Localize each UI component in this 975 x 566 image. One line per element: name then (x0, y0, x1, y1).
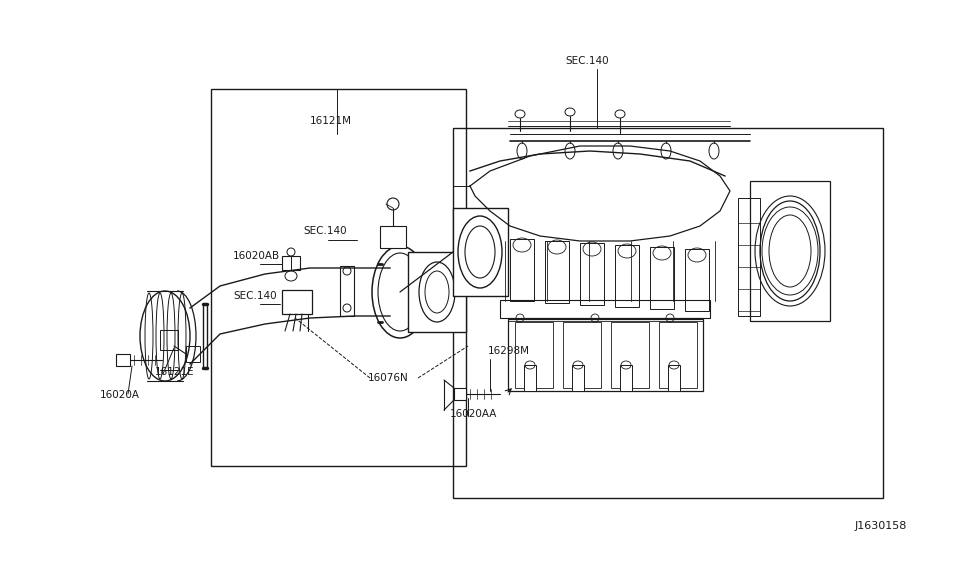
Bar (524, 365, 536, 391)
Bar (545, 241, 569, 303)
Bar (615, 245, 639, 307)
Text: 16020AB: 16020AB (233, 251, 280, 261)
Bar (508, 319, 703, 391)
Text: 16121M: 16121M (310, 116, 352, 126)
Bar (282, 256, 300, 270)
Bar (186, 346, 200, 362)
Bar (408, 252, 466, 332)
Text: 16020A: 16020A (100, 390, 140, 400)
Bar (500, 300, 710, 318)
Bar (340, 266, 354, 316)
Bar (380, 226, 406, 248)
Bar (453, 208, 508, 296)
Text: 16121E: 16121E (155, 367, 195, 377)
Bar (668, 365, 680, 391)
Bar (611, 322, 649, 388)
Bar (572, 365, 584, 391)
Bar (211, 89, 466, 466)
Bar (650, 247, 674, 309)
Bar (282, 290, 312, 314)
Bar (620, 365, 632, 391)
Bar (580, 243, 604, 305)
Bar (563, 322, 601, 388)
Bar (515, 322, 553, 388)
Bar (454, 388, 466, 400)
Text: 16076N: 16076N (368, 373, 409, 383)
Bar (453, 128, 883, 498)
Text: 16020AA: 16020AA (450, 409, 497, 419)
Bar (659, 322, 697, 388)
Bar (160, 330, 178, 350)
Bar (738, 198, 760, 316)
Text: SEC.140: SEC.140 (303, 226, 347, 236)
Text: 16298M: 16298M (488, 346, 530, 356)
Bar (685, 249, 709, 311)
Text: SEC.140: SEC.140 (565, 56, 608, 66)
Bar (510, 239, 534, 301)
Bar (750, 181, 830, 321)
Bar (116, 354, 130, 366)
Text: SEC.140: SEC.140 (233, 291, 277, 301)
Text: J1630158: J1630158 (855, 521, 908, 531)
